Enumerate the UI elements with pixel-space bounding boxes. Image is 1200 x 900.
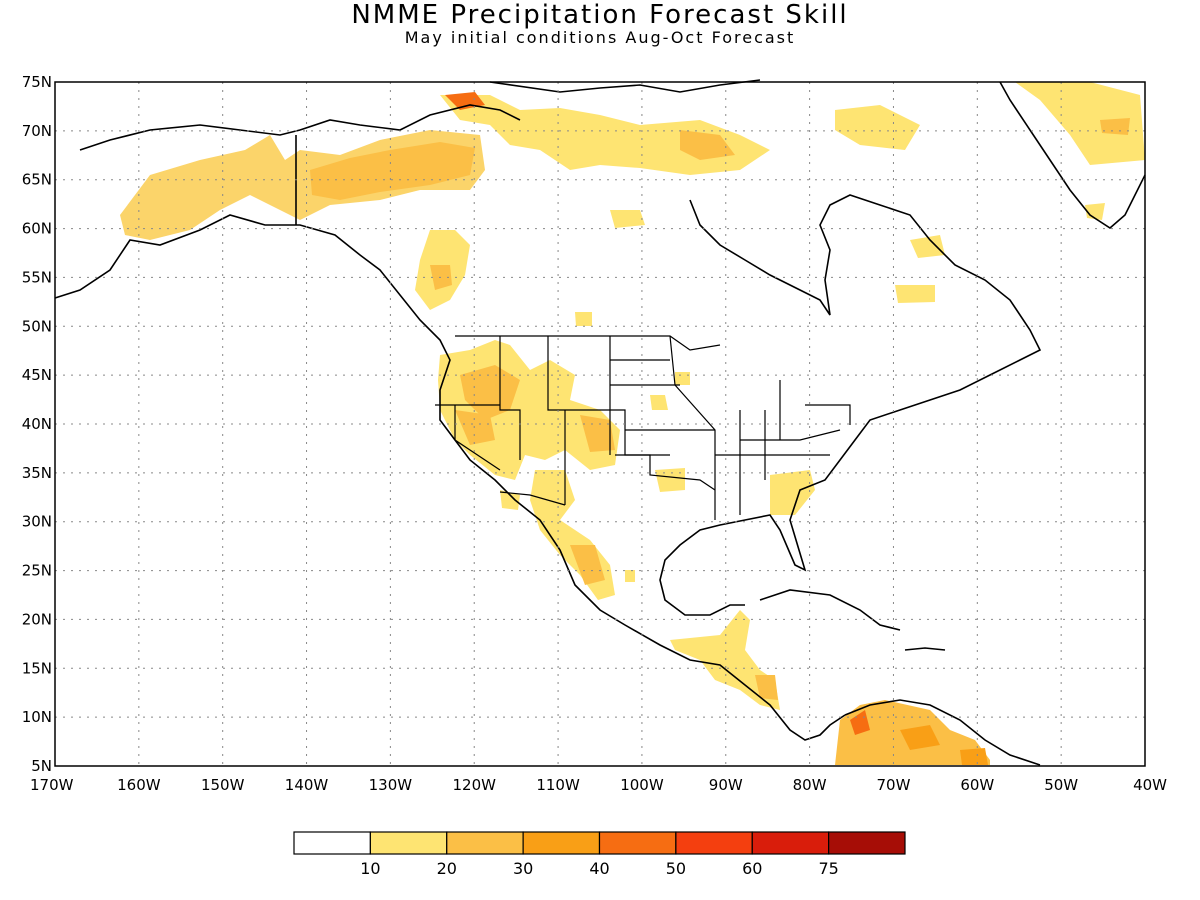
lat-tick-label: 65N [22, 171, 52, 189]
lat-tick-label: 40N [22, 415, 52, 433]
lat-tick-label: 25N [22, 562, 52, 580]
skill-shading [120, 82, 1145, 765]
lon-tick-label: 70W [877, 776, 911, 794]
lon-tick-label: 170W [30, 776, 74, 794]
graticule [55, 82, 1145, 766]
political-boundaries [435, 335, 851, 520]
lon-tick-label: 130W [369, 776, 413, 794]
lon-tick-label: 100W [620, 776, 664, 794]
lat-tick-label: 5N [31, 757, 52, 775]
colorbar-label: 60 [742, 859, 762, 878]
lon-tick-label: 50W [1044, 776, 1078, 794]
colorbar-segment [293, 831, 371, 855]
colorbar-segment [751, 831, 830, 855]
lat-tick-label: 60N [22, 220, 52, 238]
colorbar-label: 10 [360, 859, 380, 878]
lat-tick-label: 15N [22, 659, 52, 677]
colorbar-segment [369, 831, 448, 855]
lon-tick-label: 60W [960, 776, 994, 794]
lat-tick-label: 75N [22, 73, 52, 91]
lon-tick-label: 140W [285, 776, 329, 794]
lat-tick-label: 20N [22, 610, 52, 628]
colorbar-label: 50 [666, 859, 686, 878]
lon-tick-label: 90W [709, 776, 743, 794]
lat-tick-label: 55N [22, 268, 52, 286]
colorbar-segment [446, 831, 524, 855]
lon-tick-label: 80W [793, 776, 827, 794]
lat-tick-label: 35N [22, 464, 52, 482]
lat-tick-label: 45N [22, 366, 52, 384]
lon-tick-label: 150W [201, 776, 245, 794]
colorbar-label: 30 [513, 859, 533, 878]
lon-tick-label: 120W [452, 776, 496, 794]
colorbar-label: 20 [437, 859, 457, 878]
map-subtitle: May initial conditions Aug-Oct Forecast [404, 28, 796, 47]
lon-tick-label: 110W [536, 776, 580, 794]
lon-tick-label: 40W [1133, 776, 1167, 794]
colorbar-label: 75 [818, 859, 838, 878]
lat-tick-label: 50N [22, 317, 52, 335]
lat-tick-label: 10N [22, 708, 52, 726]
colorbar: 10 20 30 40 50 60 75 [293, 831, 906, 878]
map-frame [54, 81, 1146, 767]
lat-tick-label: 70N [22, 122, 52, 140]
latitude-labels: 75N 70N 65N 60N 55N 50N 45N 40N 35N 30N 25N 20N 15N 1… [22, 73, 52, 775]
colorbar-segment [598, 831, 677, 855]
lat-tick-label: 30N [22, 513, 52, 531]
map-title: NMME Precipitation Forecast Skill [351, 0, 849, 30]
longitude-labels: 170W 160W 150W 140W 130W 120W 110W 100W 90W 80W 70… [30, 776, 1167, 794]
colorbar-segment [522, 831, 601, 855]
lon-tick-label: 160W [117, 776, 161, 794]
colorbar-segment [675, 831, 753, 855]
colorbar-segment [828, 831, 906, 855]
colorbar-label: 40 [589, 859, 609, 878]
